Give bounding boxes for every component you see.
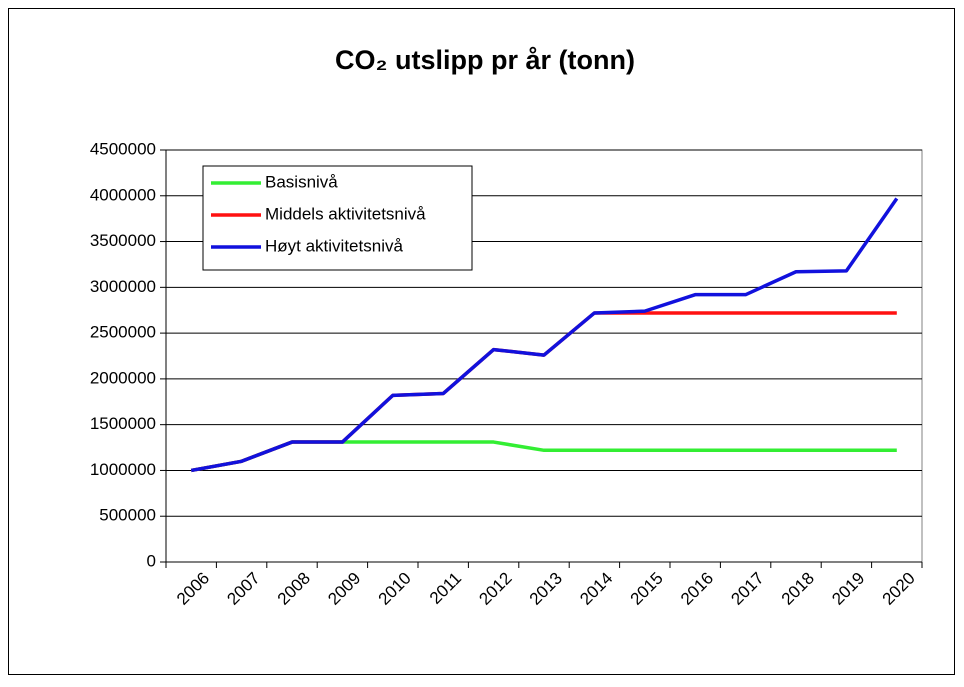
y-tick-label: 1500000 <box>90 414 156 433</box>
legend-label: Middels aktivitetsnivå <box>265 204 426 223</box>
y-tick-label: 1000000 <box>90 460 156 479</box>
y-tick-label: 3000000 <box>90 277 156 296</box>
y-tick-label: 4500000 <box>90 139 156 158</box>
y-tick-label: 500000 <box>99 506 156 525</box>
y-tick-label: 0 <box>147 551 156 570</box>
y-tick-label: 3500000 <box>90 231 156 250</box>
legend-label: Høyt aktivitetsnivå <box>265 236 403 255</box>
legend-label: Basisnivå <box>265 172 338 191</box>
data-line <box>190 197 899 473</box>
chart-title: CO₂ utslipp pr år (tonn) <box>335 45 635 75</box>
y-tick-label: 2000000 <box>90 368 156 387</box>
y-tick-label: 2500000 <box>90 323 156 342</box>
y-tick-label: 4000000 <box>90 185 156 204</box>
